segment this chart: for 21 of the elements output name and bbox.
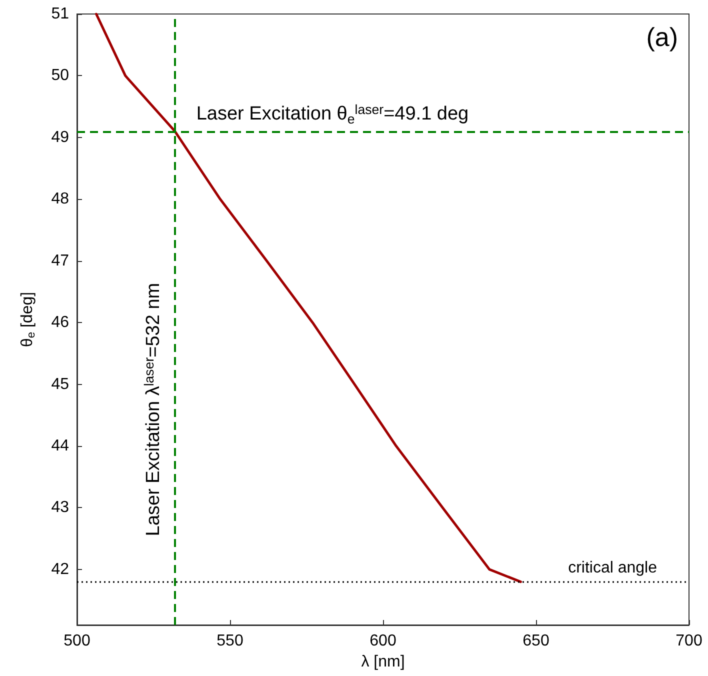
line-series <box>95 12 522 584</box>
y-tick-label: 43 <box>51 499 70 516</box>
y-tick-label: 50 <box>51 67 70 84</box>
x-tick-label: 500 <box>64 632 90 650</box>
y-tick-label: 49 <box>51 128 70 146</box>
ref-line-label: Laser Excitation λlaser=532 nm <box>141 282 164 536</box>
y-tick-label: 47 <box>51 252 70 270</box>
x-tick-label: 650 <box>522 632 550 650</box>
y-tick-label: 46 <box>51 314 70 332</box>
x-tick-label: 550 <box>216 632 244 650</box>
x-tick-label: 700 <box>676 632 702 650</box>
y-tick-label: 45 <box>51 376 70 393</box>
y-tick-label: 51 <box>51 6 70 22</box>
y-tick-label: 44 <box>51 438 70 455</box>
x-tick-label: 600 <box>370 632 396 650</box>
y-tick-label: 42 <box>51 560 70 578</box>
annotation: (a) <box>646 22 678 52</box>
ref-line-label: critical angle <box>568 559 658 576</box>
y-axis-title: θe [deg] <box>19 292 38 348</box>
x-axis-title: λ [nm] <box>361 653 405 670</box>
y-tick-label: 48 <box>51 190 70 208</box>
